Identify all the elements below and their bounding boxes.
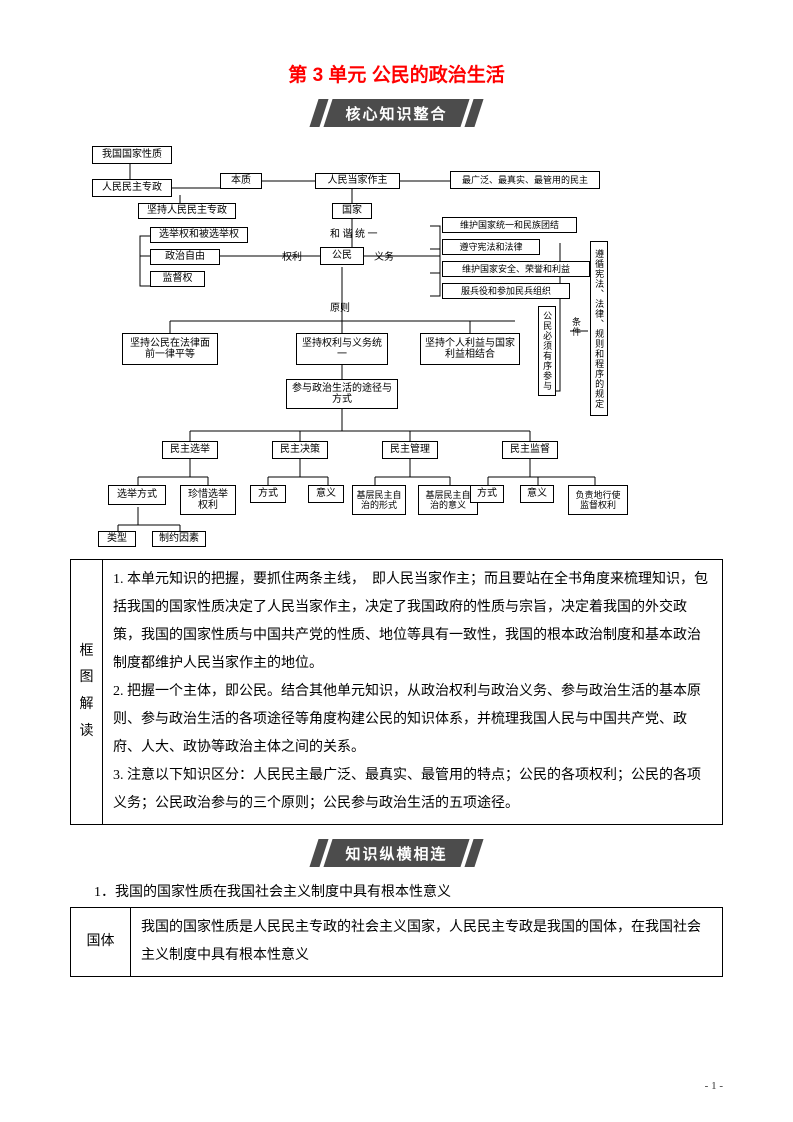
node-xuanjuquan: 选举权和被选举权: [150, 227, 248, 243]
frame-table-content: 1. 本单元知识的把握，要抓住两条主线， 即人民当家作主；而且要站在全书角度来梳…: [103, 560, 723, 825]
node-zhiyue-yinsu: 制约因素: [152, 531, 206, 547]
section-banner-label: 核心知识整合: [314, 99, 479, 127]
node-fubingyi: 服兵役和参加民兵组织: [442, 283, 570, 299]
section-banner-links: 知识纵横相连: [314, 839, 479, 867]
node-whguojia: 维护国家统一和民族团结: [442, 217, 577, 233]
node-zunxun-xf: 遵循宪法、法律、规则和程序的规定: [590, 241, 608, 416]
node-xuanju-fangshi: 选举方式: [108, 485, 166, 505]
node-youxu-canyu: 公民必须有序参与: [538, 306, 556, 396]
node-jcmz-yiyi: 基层民主自治的意义: [418, 485, 478, 515]
node-mzjd-yiyi: 意义: [520, 485, 554, 503]
node-canyu-tujing: 参与政治生活的途径与方式: [286, 379, 398, 409]
node-mzgl: 民主管理: [382, 441, 438, 459]
node-benzhi: 本质: [220, 173, 262, 189]
page-number: - 1 -: [705, 1080, 723, 1092]
node-mzjc-yiyi: 意义: [308, 485, 344, 503]
node-yz3: 坚持个人利益与国家利益相结合: [420, 333, 520, 365]
node-rmdj: 人民当家作主: [315, 173, 400, 189]
node-zhengzhiziyou: 政治自由: [150, 249, 220, 265]
page-title: 第 3 单元 公民的政治生活: [70, 60, 723, 87]
node-jianchi-zz: 坚持人民民主专政: [138, 203, 236, 219]
node-guojia: 国家: [332, 203, 372, 219]
label-quanli: 权利: [282, 248, 302, 263]
node-mzjc: 民主决策: [272, 441, 328, 459]
guoti-table: 国体 我国的国家性质是人民民主专政的社会主义国家，人民民主专政是我国的国体，在我…: [70, 907, 723, 977]
node-gongmin: 公民: [320, 247, 364, 265]
node-zhenxi-xjq: 珍惜选举权利: [180, 485, 236, 515]
node-jcmz-xingshi: 基层民主自治的形式: [352, 485, 406, 515]
node-leixing: 类型: [98, 531, 136, 547]
label-tiaojian: 条件: [570, 317, 583, 337]
node-mzxj: 民主选举: [162, 441, 218, 459]
node-yz2: 坚持权利与义务统一: [296, 333, 388, 365]
node-yz1: 坚持公民在法律面前一律平等: [122, 333, 218, 365]
node-mzjd: 民主监督: [502, 441, 558, 459]
sub-heading-1: 1．我国的国家性质在我国社会主义制度中具有根本性意义: [94, 881, 723, 901]
section-banner-core: 核心知识整合: [314, 99, 479, 127]
node-zui: 最广泛、最真实、最管用的民主: [450, 171, 600, 189]
guoti-table-side-label: 国体: [71, 908, 131, 977]
node-rmmzzz: 人民民主专政: [92, 179, 172, 197]
node-zunshou: 遵守宪法和法律: [442, 239, 540, 255]
node-mzjd-fangshi: 方式: [470, 485, 504, 503]
node-whaq: 维护国家安全、荣誉和利益: [442, 261, 590, 277]
knowledge-flowchart: 我国国家性质 人民民主专政 本质 人民当家作主 最广泛、最真实、最管用的民主 坚…: [90, 141, 650, 541]
label-yuanze: 原则: [330, 299, 350, 314]
label-yiwu: 义务: [374, 248, 394, 263]
label-hexie: 和 谐 统 一: [330, 225, 378, 240]
node-mzjc-fangshi: 方式: [250, 485, 286, 503]
node-guojiaxingzhi: 我国国家性质: [92, 146, 172, 164]
node-fuze-xs: 负责地行使监督权利: [568, 485, 628, 515]
section-banner-label: 知识纵横相连: [314, 839, 479, 867]
frame-table-side-label: 框图解读: [71, 560, 103, 825]
frame-interpretation-table: 框图解读 1. 本单元知识的把握，要抓住两条主线， 即人民当家作主；而且要站在全…: [70, 559, 723, 825]
node-jianduquan: 监督权: [150, 271, 205, 287]
guoti-table-content: 我国的国家性质是人民民主专政的社会主义国家，人民民主专政是我国的国体，在我国社会…: [131, 908, 723, 977]
